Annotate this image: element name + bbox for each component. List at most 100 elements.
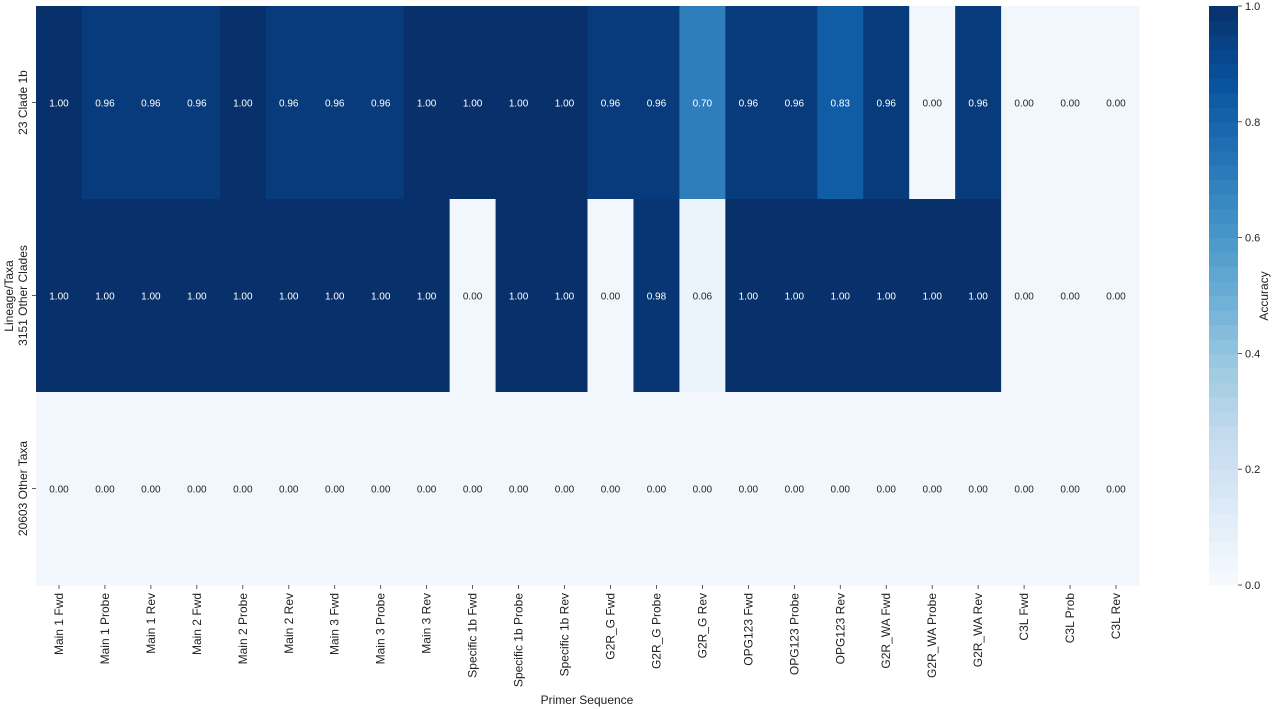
heatmap-cell	[173, 199, 221, 393]
colorbar-segment	[1209, 556, 1238, 572]
colorbar-segment	[1209, 295, 1238, 311]
colorbar-segment	[1209, 78, 1238, 94]
x-tick-label: G2R_WA Fwd	[879, 593, 893, 669]
heatmap-cell	[1001, 392, 1048, 586]
heatmap-cell	[725, 6, 772, 200]
x-tick-label: Specific 1b Fwd	[466, 593, 480, 678]
heatmap-cell-value: 0.00	[922, 99, 942, 110]
colorbar-segment	[1209, 527, 1238, 543]
colorbar-segment	[1209, 396, 1238, 412]
heatmap-cell-value: 0.70	[693, 99, 713, 110]
heatmap-cell-value: 0.96	[876, 99, 896, 110]
x-tick-label: G2R_G Probe	[649, 593, 663, 669]
heatmap-cell-value: 0.00	[831, 485, 851, 496]
heatmap-cell-value: 0.96	[785, 99, 805, 110]
x-tick-label: Specific 1b Rev	[558, 593, 572, 676]
heatmap-cell	[403, 199, 451, 393]
colorbar-segment	[1209, 63, 1238, 79]
colorbar-segment	[1209, 6, 1238, 21]
heatmap-cell	[771, 6, 818, 200]
heatmap-cell-value: 0.00	[693, 485, 713, 496]
heatmap-cell	[1047, 392, 1094, 586]
heatmap-cell-value: 1.00	[968, 292, 988, 303]
heatmap-cell	[541, 6, 589, 200]
x-tick-label: Main 1 Fwd	[52, 593, 66, 655]
heatmap-cell	[219, 6, 267, 200]
colorbar-segment	[1209, 121, 1238, 137]
heatmap-cell-value: 0.00	[555, 485, 575, 496]
heatmap-cell-value: 1.00	[49, 292, 69, 303]
y-tick-label: 23 Clade 1b	[16, 70, 30, 135]
colorbar-segment	[1209, 541, 1238, 557]
x-tick-label: C3L Prob	[1063, 593, 1077, 644]
x-tick-label: Main 3 Probe	[374, 593, 388, 665]
colorbar-segment	[1209, 367, 1238, 383]
heatmap-cell-value: 0.00	[279, 485, 299, 496]
heatmap-cell-value: 0.00	[1014, 292, 1034, 303]
heatmap-cell-value: 0.96	[187, 99, 207, 110]
heatmap-cell-value: 0.00	[371, 485, 391, 496]
heatmap-cell-value: 0.06	[693, 292, 713, 303]
heatmap-cell-value: 0.00	[463, 485, 483, 496]
colorbar-segment	[1209, 483, 1238, 499]
colorbar-segment	[1209, 34, 1238, 50]
heatmap-cell-value: 1.00	[371, 292, 391, 303]
heatmap-cell-value: 0.83	[831, 99, 851, 110]
heatmap-cell	[357, 199, 405, 393]
heatmap-cell-value: 1.00	[233, 292, 253, 303]
heatmap-cell	[36, 6, 83, 200]
heatmap-cell	[449, 6, 497, 200]
heatmap-cell-value: 0.96	[141, 99, 161, 110]
heatmap-cell-value: 1.00	[831, 292, 851, 303]
colorbar-segment	[1209, 179, 1238, 195]
x-axis: Main 1 Fwd Main 1 Probe Main 1 Rev Main 2 F…	[52, 585, 1123, 687]
heatmap-cell-value: 1.00	[417, 292, 437, 303]
heatmap-cell-value: 0.00	[233, 485, 253, 496]
heatmap-cell	[173, 6, 221, 200]
heatmap-cell-value: 0.00	[876, 485, 896, 496]
x-tick-label: Main 1 Probe	[98, 593, 112, 665]
colorbar-segment	[1209, 324, 1238, 340]
heatmap-cell-value: 1.00	[187, 292, 207, 303]
heatmap-cell-value: 0.00	[1106, 99, 1126, 110]
heatmap-cell-value: 0.00	[509, 485, 529, 496]
y-tick-label: 3151 Other Clades	[16, 245, 30, 346]
colorbar-segment	[1209, 107, 1238, 123]
heatmap-cell	[955, 6, 1002, 200]
heatmap-cell	[265, 199, 313, 393]
heatmap-cell	[817, 392, 864, 586]
x-tick-label: Specific 1b Probe	[512, 593, 526, 687]
heatmap-cell	[817, 199, 864, 393]
x-tick-label: Main 2 Rev	[282, 593, 296, 654]
heatmap-cell-value: 1.00	[555, 292, 575, 303]
heatmap-cell	[311, 392, 359, 586]
heatmap-cell	[495, 392, 543, 586]
heatmap-cell	[955, 199, 1002, 393]
x-tick-label: C3L Rev	[1109, 593, 1123, 639]
heatmap-cell	[863, 6, 910, 200]
colorbar-segment	[1209, 237, 1238, 253]
x-tick-label: G2R_G Fwd	[603, 593, 617, 660]
colorbar-segment	[1209, 266, 1238, 282]
heatmap-cell	[909, 199, 956, 393]
colorbar-segment	[1209, 49, 1238, 65]
heatmap-cell	[541, 199, 589, 393]
x-tick-label: OPG123 Fwd	[741, 593, 755, 666]
heatmap-cell-value: 0.00	[1014, 485, 1034, 496]
heatmap-cell-value: 1.00	[555, 99, 575, 110]
heatmap-cell-value: 0.00	[325, 485, 345, 496]
heatmap-cell-value: 1.00	[95, 292, 115, 303]
heatmap-cell	[909, 6, 956, 200]
colorbar-segment	[1209, 92, 1238, 108]
x-tick-label: C3L Fwd	[1017, 593, 1031, 641]
colorbar-segment	[1209, 136, 1238, 152]
heatmap-cell-value: 1.00	[233, 99, 253, 110]
heatmap-cell	[909, 392, 956, 586]
heatmap-cell-value: 1.00	[279, 292, 299, 303]
heatmap-cell-value: 0.00	[1106, 485, 1126, 496]
heatmap-cell	[771, 392, 818, 586]
heatmap-cell-value: 0.96	[95, 99, 115, 110]
heatmap-cell-value: 1.00	[141, 292, 161, 303]
heatmap-cell-value: 1.00	[325, 292, 345, 303]
